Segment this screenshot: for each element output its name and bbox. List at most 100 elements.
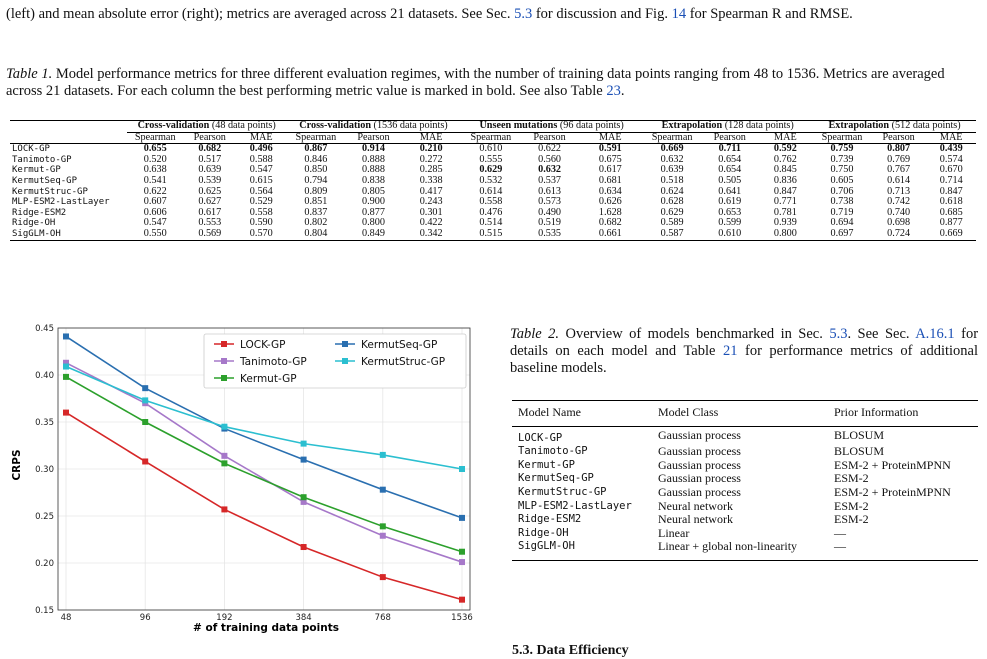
prior-information: ESM-2 <box>834 471 869 486</box>
metric-cell: 0.639 <box>198 164 222 176</box>
metric-cell: 0.632 <box>660 153 684 165</box>
metric-cell: 0.698 <box>887 217 911 229</box>
legend-label: Tanimoto-GP <box>239 356 307 368</box>
plot-frame <box>57 327 471 611</box>
table1-subcol: Pearson <box>882 131 915 143</box>
data-point <box>142 458 149 465</box>
y-tick-label: 0.25 <box>35 512 54 522</box>
caption-text: (left) and mean absolute error (right); … <box>6 6 511 22</box>
metric-cell: 0.541 <box>143 174 167 186</box>
metric-cell: 0.807 <box>887 143 911 155</box>
metric-cell: 0.591 <box>598 143 622 155</box>
legend-marker <box>221 375 227 381</box>
table-ref-link[interactable]: 21 <box>722 343 738 359</box>
table1: Cross-validation (48 data points) Cross-v… <box>10 120 976 241</box>
table1-group-2: Unseen mutations (96 data points) <box>461 120 643 133</box>
metric-cell: 0.847 <box>939 185 963 197</box>
metric-cell: 0.632 <box>538 164 562 176</box>
prior-information: BLOSUM <box>834 428 885 443</box>
model-name: KermutSeq-GP <box>12 175 78 186</box>
metric-cell: 0.719 <box>830 206 854 218</box>
prior-information: — <box>834 525 846 540</box>
series-line <box>65 411 463 601</box>
metric-cell: 0.569 <box>198 227 222 239</box>
caption-text: for details on each model and Table <box>510 326 979 359</box>
model-name: Ridge-ESM2 <box>12 207 67 218</box>
y-tick-label: 0.35 <box>35 418 54 428</box>
metric-cell: 0.605 <box>830 174 854 186</box>
table-ref-link[interactable]: 23 <box>606 83 621 99</box>
metric-cell: 0.610 <box>479 143 503 155</box>
table1-row: LOCK-GP 0.655 0.682 0.496 0.867 0.914 0.210 0.6… <box>10 144 976 155</box>
data-point <box>221 423 228 430</box>
model-class: Linear <box>658 525 690 540</box>
table1-subcol: Pearson <box>357 131 390 143</box>
figure-ref-link[interactable]: 14 <box>671 6 687 22</box>
metric-cell: 0.742 <box>887 196 911 208</box>
table1-row: MLP-ESM2-LastLayer 0.607 0.627 0.529 0.851 0.… <box>10 197 976 208</box>
table1-group-1: Cross-validation (1536 data points) <box>285 120 462 133</box>
y-tick-label: 0.20 <box>35 559 54 569</box>
section-ref-link[interactable]: 5.3 <box>829 326 848 342</box>
data-point <box>300 544 307 551</box>
table1-group-0: Cross-validation (48 data points) <box>127 120 286 133</box>
metric-cell: 0.537 <box>538 174 562 186</box>
metric-cell: 0.849 <box>362 227 385 239</box>
x-tick-label: 1536 <box>451 613 473 623</box>
table2-row: KermutStruc-GP Gaussian process ESM-2 + Pr… <box>512 485 978 500</box>
legend-marker <box>342 341 348 347</box>
prior-information: ESM-2 <box>834 512 869 527</box>
series-KermutStruc-GP <box>63 363 465 472</box>
metric-cell: 0.558 <box>249 206 273 218</box>
metric-cell: 0.592 <box>773 143 797 155</box>
metric-cell: 0.804 <box>304 227 328 239</box>
data-point <box>142 385 149 392</box>
metric-cell: 0.496 <box>249 143 273 155</box>
table1-subcol: MAE <box>774 131 797 143</box>
metric-cell: 0.851 <box>304 196 328 208</box>
model-name: Tanimoto-GP <box>518 445 588 458</box>
model-name: MLP-ESM2-LastLayer <box>518 499 632 512</box>
x-tick-label: 768 <box>375 613 391 623</box>
appendix-ref-link[interactable]: A.16.1 <box>915 326 955 342</box>
model-name: KermutStruc-GP <box>12 186 88 197</box>
series-line <box>65 365 463 470</box>
metric-cell: 0.532 <box>479 174 503 186</box>
metric-cell: 0.607 <box>143 196 167 208</box>
table2-row: Ridge-OH Linear — <box>512 525 978 541</box>
data-point <box>459 559 465 566</box>
legend-entry: LOCK-GP <box>214 339 286 351</box>
model-name: Kermut-GP <box>518 458 575 471</box>
metric-cell: 0.850 <box>304 164 328 176</box>
table1-subcol: MAE <box>249 131 273 143</box>
table1-subcol: Spearman <box>295 131 337 143</box>
table2-row: KermutSeq-GP Gaussian process ESM-2 <box>512 472 978 486</box>
metric-cell: 0.802 <box>304 217 328 229</box>
table2-header: Model Name Model Class Prior Information <box>512 401 978 426</box>
table2-row: LOCK-GP Gaussian process BLOSUM <box>512 427 978 446</box>
metric-cell: 0.599 <box>718 217 742 229</box>
metric-cell: 0.900 <box>362 196 385 208</box>
table1-caption: Table 1. Model performance metrics for t… <box>6 66 945 99</box>
prior-information: ESM-2 <box>834 498 869 513</box>
table1-label: Table 1. <box>6 66 53 82</box>
metric-cell: 0.629 <box>660 206 684 218</box>
model-name: Tanimoto-GP <box>12 154 72 165</box>
table1-subcol: Pearson <box>713 131 746 143</box>
table1-row: Ridge-ESM2 0.606 0.617 0.558 0.837 0.877 0.301… <box>10 206 976 219</box>
metric-cell: 0.606 <box>143 206 167 218</box>
table1-row: Ridge-OH 0.547 0.553 0.590 0.802 0.800 0.422 0.… <box>10 218 976 229</box>
x-tick-label: 48 <box>61 613 72 623</box>
table2-row: Kermut-GP Gaussian process ESM-2 + Protein… <box>512 458 978 473</box>
figure-caption-continued: (left) and mean absolute error (right); … <box>6 6 981 23</box>
metric-cell: 0.939 <box>773 217 797 229</box>
data-point <box>300 456 307 463</box>
metric-cell: 0.476 <box>479 206 503 218</box>
table2-col-header: Prior Information <box>834 405 919 419</box>
table1-row: SigGLM-OH 0.550 0.569 0.570 0.804 0.849 0.342 0… <box>10 227 976 240</box>
legend-label: KermutSeq-GP <box>361 339 437 351</box>
section-ref-link[interactable]: 5.3 <box>514 6 533 22</box>
metric-cell: 0.517 <box>198 153 222 165</box>
legend-entry: Tanimoto-GP <box>214 356 307 368</box>
model-class: Gaussian process <box>658 444 741 459</box>
